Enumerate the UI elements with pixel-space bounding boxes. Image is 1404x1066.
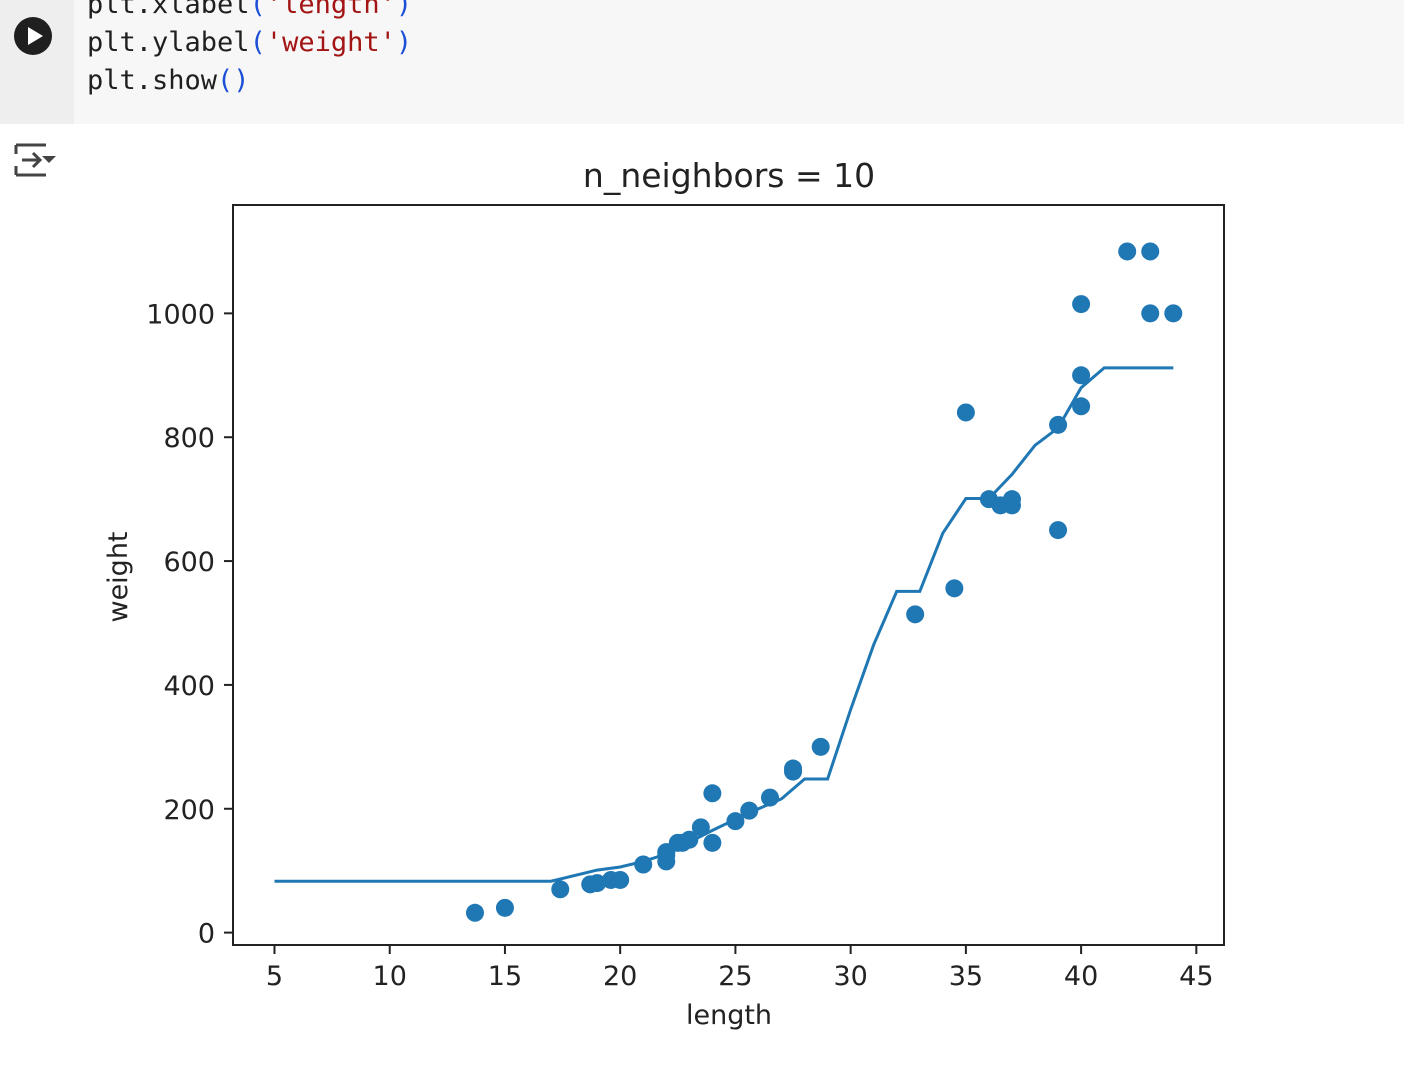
scatter-point — [1141, 242, 1160, 261]
code-line: plt.show() — [87, 62, 412, 100]
scatter-point — [1002, 490, 1021, 509]
chart: n_neighbors = 10 0 200 400 600 800 1000 5 10 15… — [103, 156, 1225, 1031]
chart-title: n_neighbors = 10 — [583, 156, 875, 195]
scatter-point — [1049, 521, 1068, 540]
scatter-point — [465, 903, 484, 922]
code-token: ( — [249, 0, 266, 20]
output-collapse-button[interactable] — [12, 140, 60, 180]
scatter-point — [784, 759, 803, 778]
y-tick-label: 800 — [163, 423, 215, 454]
scatter-point — [1118, 242, 1137, 261]
y-tick-label: 600 — [163, 547, 215, 578]
x-tick-label: 35 — [949, 961, 983, 992]
code-token: 'weight' — [265, 27, 396, 58]
code-editor[interactable]: plt.xlabel('length') plt.ylabel('weight')… — [87, 0, 412, 100]
code-token: ) — [395, 27, 413, 58]
x-tick-label: 15 — [488, 961, 522, 992]
scatter-point — [1072, 295, 1091, 314]
scatter-point — [703, 784, 722, 803]
scatter-point — [1141, 304, 1160, 323]
x-tick-label: 25 — [718, 961, 752, 992]
x-axis-label: length — [686, 1000, 772, 1031]
code-token: ) — [395, 0, 413, 20]
plot-frame — [232, 204, 1225, 946]
scatter-point — [811, 737, 830, 756]
scatter-point — [634, 855, 653, 874]
scatter-point — [1072, 397, 1091, 416]
y-tick-label: 400 — [163, 671, 215, 702]
play-icon — [28, 27, 43, 45]
x-tick-label: 40 — [1064, 961, 1098, 992]
x-tick-label: 10 — [373, 961, 407, 992]
plot-area — [274, 242, 1183, 922]
code-token: plt.xlabel — [87, 0, 250, 20]
code-line: plt.ylabel('weight') — [87, 24, 412, 62]
code-token: 'length' — [265, 0, 396, 20]
scatter-point — [1072, 366, 1091, 385]
y-tick-label: 1000 — [146, 299, 215, 330]
y-tick-label: 0 — [198, 919, 215, 950]
scatter-point — [680, 830, 699, 849]
y-axis: 0 200 400 600 800 1000 — [146, 299, 233, 950]
x-tick-label: 30 — [833, 961, 867, 992]
scatter-point — [1049, 415, 1068, 434]
scatter-point — [740, 801, 759, 820]
scatter-point — [703, 833, 722, 852]
scatter-point — [551, 880, 570, 899]
run-cell-button[interactable] — [14, 17, 52, 55]
scatter-point — [691, 818, 710, 837]
y-axis-label: weight — [103, 531, 134, 622]
scatter-point — [760, 788, 779, 807]
x-tick-label: 5 — [266, 961, 283, 992]
y-tick-label: 200 — [163, 795, 215, 826]
scatter-point — [906, 605, 925, 624]
knn-regression-line — [274, 366, 1174, 883]
scatter-point — [495, 898, 514, 917]
x-tick-label: 20 — [603, 961, 637, 992]
scatter-point — [1164, 304, 1183, 323]
code-token: plt.ylabel — [87, 27, 250, 58]
scatter-point — [956, 403, 975, 422]
scatter-point — [588, 874, 607, 893]
scatter-point — [726, 812, 745, 831]
scatter-point — [611, 870, 630, 889]
code-token: plt.show — [87, 65, 218, 96]
x-axis: 5 10 15 20 25 30 35 40 45 — [266, 945, 1214, 992]
code-token: () — [217, 65, 250, 96]
code-line: plt.xlabel('length') — [87, 0, 412, 24]
x-tick-label: 45 — [1179, 961, 1213, 992]
scatter-point — [945, 579, 964, 598]
output-collapse-icon — [14, 143, 56, 177]
code-token: ( — [249, 27, 266, 58]
code-cell[interactable]: plt.xlabel('length') plt.ylabel('weight')… — [0, 0, 1404, 124]
